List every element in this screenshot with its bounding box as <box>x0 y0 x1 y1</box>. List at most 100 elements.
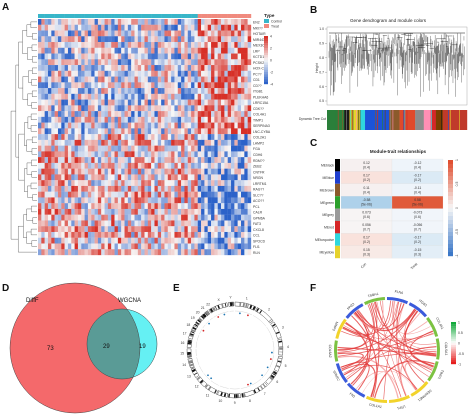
heatmap-cell <box>214 145 218 152</box>
chromosome-band <box>204 384 209 388</box>
heatmap-cell <box>111 93 115 100</box>
module-trait-value-treat: -0.073 <box>413 211 423 215</box>
heatmap-cell <box>227 139 232 146</box>
heatmap-cell <box>91 116 95 123</box>
gene-label: CD1 <box>253 78 260 82</box>
inner-track <box>209 317 213 321</box>
heatmap-cell <box>141 145 145 152</box>
heatmap-cell <box>84 191 89 198</box>
heatmap-cell <box>141 105 145 112</box>
module-trait-scale-step <box>448 220 453 225</box>
type-annotation-cell <box>104 14 109 18</box>
heatmap-cell <box>177 220 182 227</box>
heatmap-cell <box>114 162 119 169</box>
heatmap-cell <box>91 197 95 204</box>
heatmap-cell <box>57 208 62 215</box>
heatmap-cell <box>164 76 168 83</box>
heatmap-cell <box>41 162 45 169</box>
heatmap-cell <box>207 237 212 244</box>
heatmap-cell <box>91 88 95 94</box>
heatmap-cell <box>164 30 168 37</box>
heatmap-cell <box>91 36 95 43</box>
heatmap-cell <box>147 76 152 83</box>
heatmap-color-scale: 420-2-4 <box>264 35 273 87</box>
heatmap-cell <box>137 243 142 250</box>
heatmap-cell <box>197 249 202 256</box>
heatmap-cell <box>121 93 125 100</box>
gene-label: PCL <box>253 205 260 209</box>
heatmap-cell <box>47 162 52 169</box>
chromosome-band <box>187 356 192 358</box>
heatmap-cell <box>244 168 248 175</box>
heatmap-cell <box>187 208 192 215</box>
heatmap-cell <box>41 47 45 54</box>
heatmap-cell <box>241 237 245 244</box>
type-annotation-cell <box>234 14 238 18</box>
heatmap-cell <box>191 157 195 164</box>
heatmap-cell <box>217 249 222 256</box>
heatmap-cell <box>191 99 195 106</box>
heatmap-cell <box>141 180 145 187</box>
heatmap-cell <box>117 243 122 250</box>
chromosome-band <box>256 308 260 312</box>
heatmap-cell <box>71 105 75 112</box>
heatmap-cell <box>167 134 172 141</box>
heatmap-cell <box>47 145 52 152</box>
heatmap-cell <box>61 47 65 54</box>
heatmap-cell <box>47 19 52 25</box>
heatmap-cell <box>181 128 185 135</box>
heatmap-cell <box>204 105 208 112</box>
heatmap-cell <box>91 122 95 129</box>
heatmap-cell <box>94 168 99 175</box>
heatmap-cell <box>197 231 202 238</box>
heatmap-cell <box>217 174 222 181</box>
heatmap-cell <box>54 30 59 37</box>
heatmap-cell <box>221 220 225 227</box>
heatmap-cell <box>77 214 82 221</box>
heatmap-cell <box>221 185 225 192</box>
heatmap-cell <box>77 99 82 106</box>
heatmap-cell <box>38 128 42 135</box>
chromosome-band <box>203 313 207 317</box>
heatmap-cell <box>184 116 188 123</box>
heatmap-cell <box>124 231 129 238</box>
heatmap-cell <box>44 128 49 135</box>
heatmap-cell <box>61 99 65 106</box>
heatmap-cell <box>117 30 122 37</box>
heatmap-cell <box>147 134 152 141</box>
heatmap-cell <box>151 174 155 181</box>
heatmap-cell <box>167 197 172 204</box>
heatmap-cell <box>221 122 225 129</box>
heatmap-cell <box>191 116 195 123</box>
heatmap-cell <box>101 93 105 100</box>
heatmap-cell <box>237 88 242 94</box>
chromosome-label: 7 <box>264 392 266 396</box>
heatmap-cell <box>247 19 252 25</box>
heatmap-cell <box>111 185 115 192</box>
heatmap-cell <box>151 237 155 244</box>
heatmap-cell <box>74 151 79 158</box>
heatmap-cell <box>107 36 112 43</box>
chromosome-band <box>195 321 200 325</box>
heatmap-cell <box>74 168 79 175</box>
heatmap-cell <box>87 151 92 158</box>
heatmap-cell <box>134 203 138 210</box>
heatmap-cell <box>211 122 215 129</box>
heatmap-cell <box>244 162 248 169</box>
heatmap-cell <box>144 185 148 192</box>
heatmap-cell <box>227 180 232 187</box>
heatmap-cell <box>137 174 142 181</box>
heatmap-cell <box>221 105 225 112</box>
module-trait-scale-step <box>448 172 453 177</box>
heatmap-cell <box>41 36 45 43</box>
heatmap-cell <box>141 111 145 118</box>
chord-gene-arc <box>427 361 439 382</box>
heatmap-cell <box>211 208 215 215</box>
chromosome-band <box>189 333 194 336</box>
gene-label: CALR <box>253 211 263 215</box>
heatmap-cell <box>227 226 232 233</box>
heatmap-cell <box>144 151 148 158</box>
heatmap-cell <box>167 53 172 60</box>
heatmap-cell <box>81 203 85 210</box>
heatmap-cell <box>184 191 188 198</box>
